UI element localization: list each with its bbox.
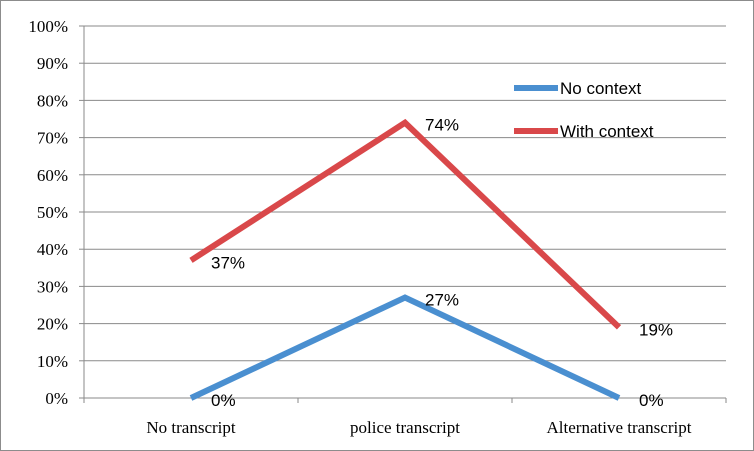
y-tick-label: 0%: [45, 389, 68, 408]
y-tick-label: 100%: [28, 17, 68, 36]
x-tick-labels: No transcript police transcript Alternativ…: [146, 418, 691, 437]
y-tick-label: 40%: [37, 240, 68, 259]
data-label: 37%: [211, 253, 245, 272]
legend: No context With context: [514, 79, 654, 141]
y-tick-label: 70%: [37, 129, 68, 148]
y-tick-label: 80%: [37, 91, 68, 110]
legend-label: With context: [560, 122, 654, 141]
data-labels: 0% 27% 0% 37% 74% 19%: [211, 116, 673, 410]
series-line-with-context: [189, 118, 622, 330]
y-tick-label: 60%: [37, 166, 68, 185]
series-lines: [189, 118, 622, 401]
data-label: 19%: [639, 320, 673, 339]
series-line-no-context: [189, 294, 621, 401]
y-tick-label: 10%: [37, 352, 68, 371]
x-tick-label: police transcript: [350, 418, 460, 437]
data-label: 27%: [425, 291, 459, 310]
x-tick-label: No transcript: [146, 418, 236, 437]
data-label: 74%: [425, 116, 459, 135]
data-label: 0%: [639, 391, 664, 410]
y-tick-label: 20%: [37, 315, 68, 334]
y-tick-labels: 0% 10% 20% 30% 40% 50% 60% 70% 80% 90% 100%: [28, 17, 68, 408]
y-tick-label: 90%: [37, 54, 68, 73]
gridlines: [84, 25, 726, 362]
data-label: 0%: [211, 391, 236, 410]
x-tick-label: Alternative transcript: [547, 418, 692, 437]
y-tick-label: 50%: [37, 203, 68, 222]
y-tick-label: 30%: [37, 277, 68, 296]
legend-label: No context: [560, 79, 642, 98]
